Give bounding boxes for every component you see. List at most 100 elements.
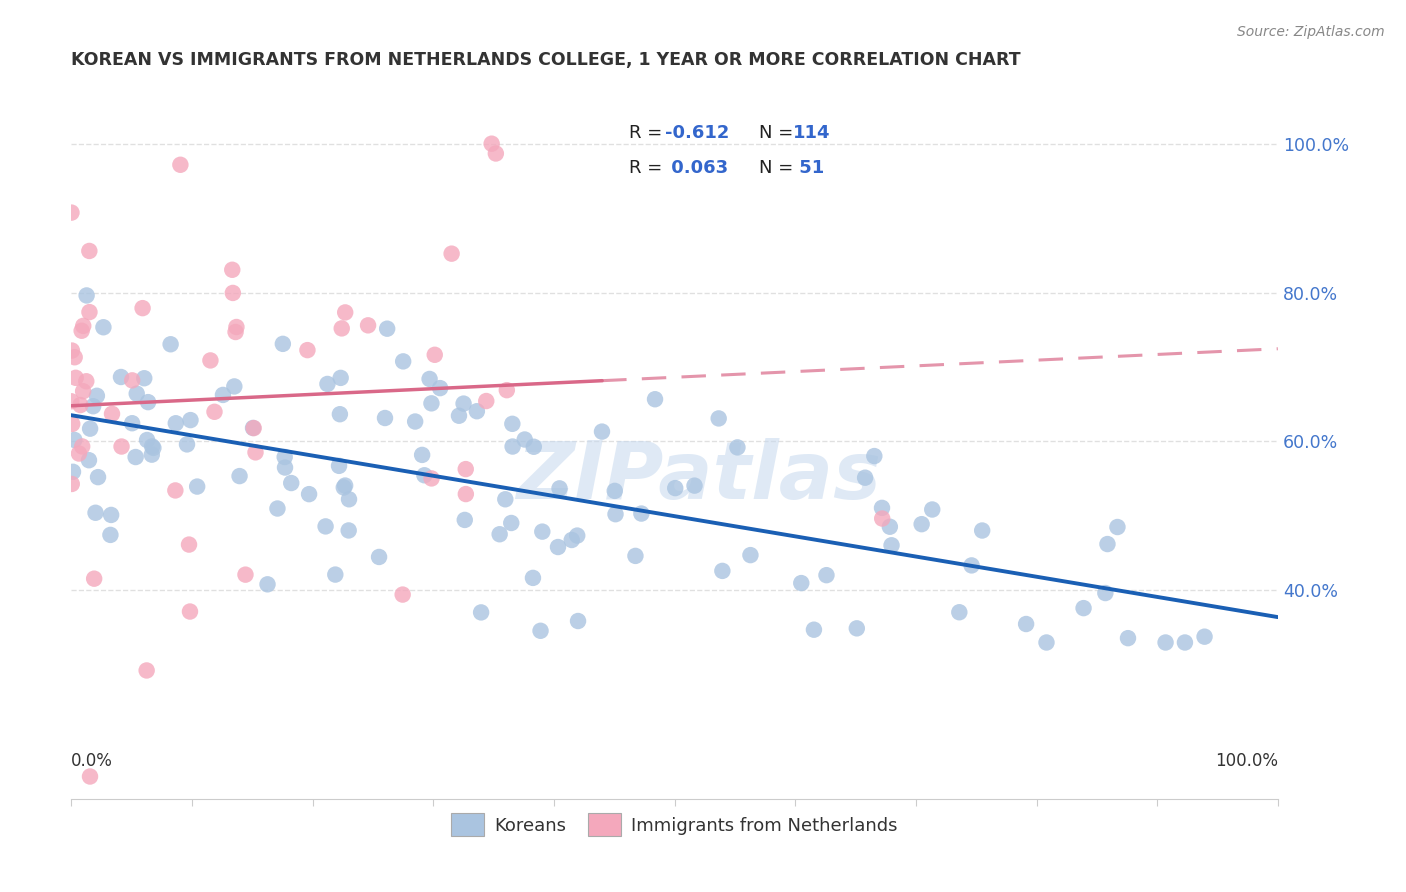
Point: [136, 433, 159, 447]
Point: [725, 441, 748, 455]
Point: [644, 392, 666, 407]
Text: -0.612: -0.612: [665, 124, 730, 142]
Point: [70, 439, 93, 453]
Text: N =: N =: [759, 124, 799, 142]
Point: [63, 350, 86, 364]
Point: [79, 244, 101, 258]
Point: [330, 321, 353, 335]
Point: [391, 588, 413, 602]
Point: [165, 416, 187, 430]
Point: [62, 465, 84, 479]
Point: [547, 540, 569, 554]
Point: [60, 394, 83, 409]
Point: [815, 568, 838, 582]
Point: [605, 507, 627, 521]
Point: [124, 450, 146, 464]
Point: [567, 528, 589, 542]
Point: [411, 448, 433, 462]
Point: [328, 458, 350, 473]
Point: [591, 425, 613, 439]
Point: [513, 433, 536, 447]
Text: 100.0%: 100.0%: [1215, 752, 1278, 771]
Point: [228, 469, 250, 483]
Text: 114: 114: [793, 124, 831, 142]
Point: [423, 348, 446, 362]
Point: [880, 538, 903, 552]
Point: [465, 404, 488, 418]
Point: [531, 524, 554, 539]
Text: 0.063: 0.063: [665, 160, 728, 178]
Point: [266, 501, 288, 516]
Point: [200, 353, 222, 368]
Point: [475, 394, 498, 409]
Point: [420, 396, 443, 410]
Point: [169, 158, 191, 172]
Point: [624, 549, 647, 563]
Point: [271, 336, 294, 351]
Point: [337, 524, 360, 538]
Point: [82, 399, 104, 413]
Point: [711, 564, 734, 578]
Point: [179, 605, 201, 619]
Point: [522, 571, 544, 585]
Point: [972, 524, 994, 538]
Point: [177, 538, 200, 552]
Point: [204, 405, 226, 419]
Text: KOREAN VS IMMIGRANTS FROM NETHERLANDS COLLEGE, 1 YEAR OR MORE CORRELATION CHART: KOREAN VS IMMIGRANTS FROM NETHERLANDS CO…: [72, 51, 1021, 69]
Point: [176, 437, 198, 451]
Point: [1097, 537, 1119, 551]
Point: [131, 301, 153, 315]
Point: [413, 468, 436, 483]
Point: [224, 379, 246, 393]
Point: [87, 470, 110, 484]
Point: [870, 500, 893, 515]
Point: [790, 576, 813, 591]
Point: [159, 337, 181, 351]
Text: R =: R =: [628, 124, 668, 142]
Point: [329, 371, 352, 385]
Text: 51: 51: [793, 160, 824, 178]
Point: [110, 370, 132, 384]
Point: [65, 371, 87, 385]
Point: [76, 288, 98, 302]
Text: ZIPatlas: ZIPatlas: [516, 438, 882, 516]
Point: [548, 481, 571, 495]
Point: [488, 527, 510, 541]
Point: [110, 440, 132, 454]
Point: [121, 373, 143, 387]
Point: [567, 614, 589, 628]
Point: [121, 416, 143, 430]
Point: [420, 471, 443, 485]
Point: [235, 567, 257, 582]
Point: [141, 448, 163, 462]
Point: [63, 433, 86, 447]
Point: [337, 492, 360, 507]
Point: [242, 421, 264, 435]
Point: [485, 146, 508, 161]
Point: [323, 567, 346, 582]
Point: [225, 320, 247, 334]
Point: [274, 460, 297, 475]
Point: [335, 305, 357, 319]
Point: [1116, 631, 1139, 645]
Point: [375, 321, 398, 335]
Point: [212, 388, 235, 402]
Point: [60, 343, 83, 358]
Point: [374, 411, 396, 425]
Point: [83, 572, 105, 586]
Point: [429, 381, 451, 395]
Point: [79, 770, 101, 784]
Point: [60, 417, 83, 431]
Point: [454, 487, 477, 501]
Point: [683, 478, 706, 492]
Point: [1015, 617, 1038, 632]
Point: [523, 440, 546, 454]
Point: [960, 558, 983, 573]
Point: [298, 487, 321, 501]
Point: [60, 205, 83, 219]
Point: [447, 409, 470, 423]
Point: [911, 517, 934, 532]
Point: [495, 383, 517, 397]
Point: [333, 480, 356, 494]
Point: [125, 386, 148, 401]
